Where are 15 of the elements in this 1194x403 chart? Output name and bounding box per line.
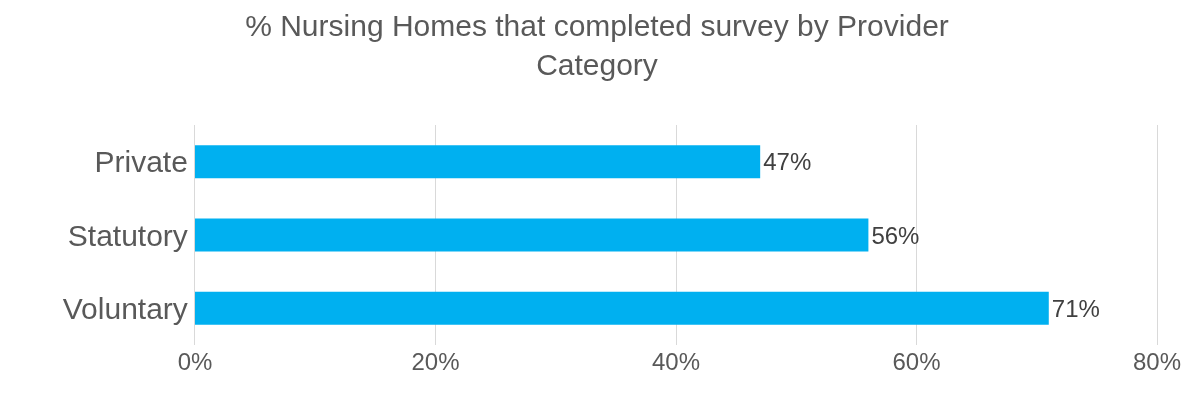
bar [195,291,1049,325]
data-label: 56% [871,221,920,249]
x-tick-label: 20% [411,348,460,375]
y-tick-label: Private [94,145,188,179]
y-tick-label: Statutory [67,218,188,252]
chart-title: % Nursing Homes that completed survey by Provider Category [245,9,949,82]
y-tick-label: Voluntary [62,291,188,325]
x-tick-label: 80% [1132,348,1182,375]
bar [195,218,869,252]
x-tick-label: 40% [651,348,701,375]
data-label: 47% [763,148,812,176]
x-tick-label: 0% [177,348,213,375]
x-tick-label: 60% [892,348,941,375]
bar [195,145,761,179]
data-label: 71% [1051,294,1100,322]
